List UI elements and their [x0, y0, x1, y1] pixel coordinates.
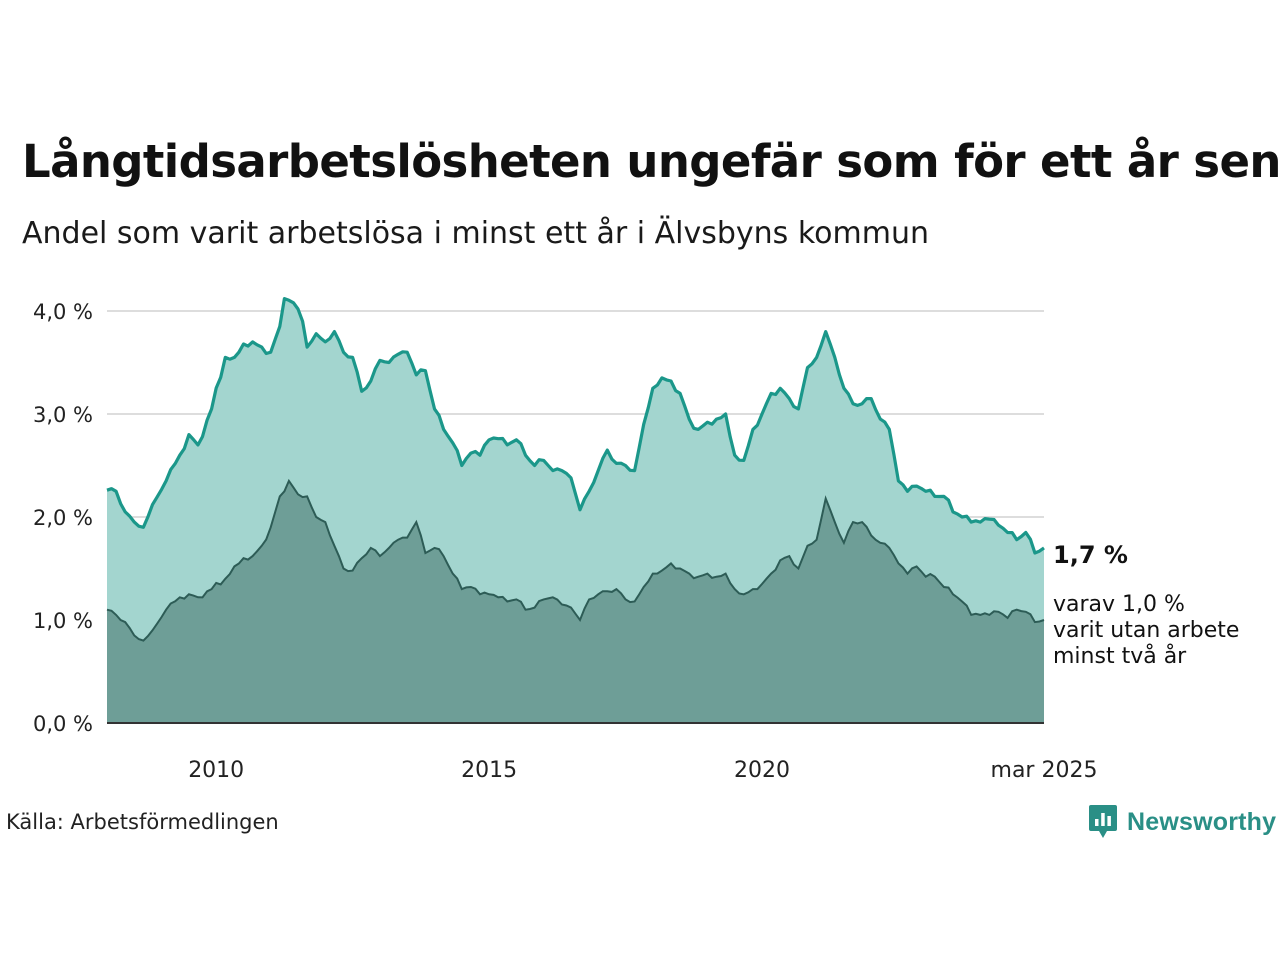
series-line-total — [106, 297, 1045, 555]
end-note-line-1: varav 1,0 % — [1053, 592, 1185, 617]
y-tick-label: 2,0 % — [33, 506, 93, 530]
x-tick-label: mar 2025 — [991, 758, 1098, 783]
area-long-fill — [107, 480, 1044, 723]
series-line-long-term — [106, 478, 1045, 642]
end-note-line-2: varit utan arbete — [1053, 618, 1239, 643]
brand-logo[interactable]: Newsworthy — [1088, 804, 1276, 840]
y-axis-ticks: 0,0 % 1,0 % 2,0 % 3,0 % 4,0 % — [33, 300, 93, 736]
chart-title: Långtidsarbetslösheten ungefär som för e… — [22, 135, 1280, 188]
y-tick-label: 0,0 % — [33, 712, 93, 736]
y-tick-label: 4,0 % — [33, 300, 93, 324]
y-tick-label: 1,0 % — [33, 609, 93, 633]
brand-name: Newsworthy — [1127, 807, 1277, 836]
x-axis-ticks: 2010 2015 2020 mar 2025 — [188, 758, 1097, 783]
newsworthy-logo-icon — [1089, 805, 1117, 838]
source-note: Källa: Arbetsförmedlingen — [6, 810, 279, 834]
x-tick-label: 2010 — [188, 758, 244, 783]
chart-subtitle: Andel som varit arbetslösa i minst ett å… — [22, 216, 929, 251]
x-tick-label: 2015 — [461, 758, 517, 783]
y-tick-label: 3,0 % — [33, 403, 93, 427]
x-tick-label: 2020 — [734, 758, 790, 783]
end-note-line-3: minst två år — [1053, 643, 1187, 669]
end-value-label: 1,7 % — [1053, 541, 1128, 569]
